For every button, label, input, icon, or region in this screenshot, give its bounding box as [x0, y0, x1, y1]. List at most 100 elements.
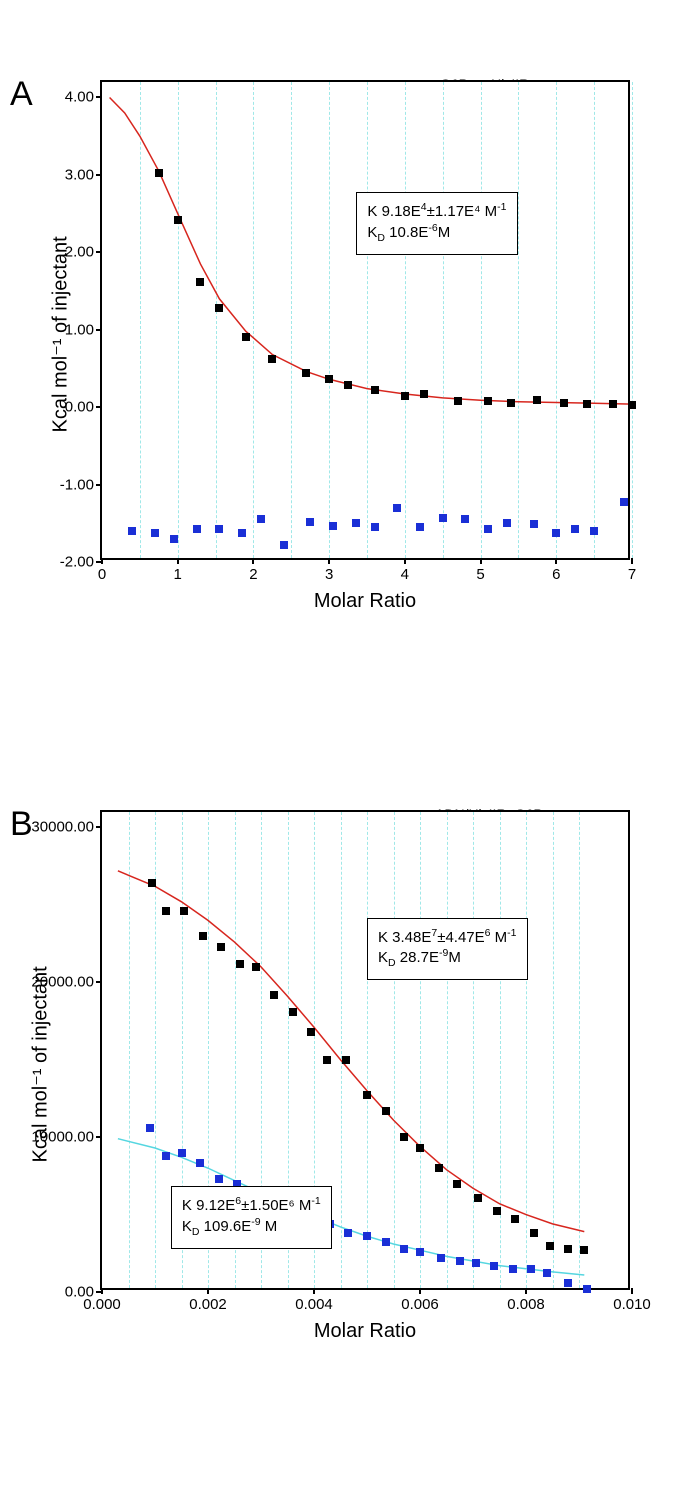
data-marker — [583, 400, 591, 408]
data-marker — [472, 1259, 480, 1267]
data-marker — [533, 396, 541, 404]
data-marker — [527, 1265, 535, 1273]
data-marker — [180, 907, 188, 915]
data-marker — [199, 932, 207, 940]
data-marker — [242, 333, 250, 341]
data-marker — [217, 943, 225, 951]
data-marker — [170, 535, 178, 543]
data-marker — [162, 1152, 170, 1160]
panel-b-chart: Kcal mol⁻¹ of injectant 0.0010000.002000… — [100, 810, 671, 1343]
data-marker — [155, 169, 163, 177]
data-marker — [509, 1265, 517, 1273]
data-marker — [146, 1124, 154, 1132]
data-marker — [352, 519, 360, 527]
data-marker — [162, 907, 170, 915]
data-marker — [435, 1164, 443, 1172]
data-marker — [580, 1246, 588, 1254]
data-marker — [503, 519, 511, 527]
data-marker — [344, 1229, 352, 1237]
data-marker — [196, 278, 204, 286]
data-marker — [302, 369, 310, 377]
data-marker — [363, 1232, 371, 1240]
data-marker — [323, 1056, 331, 1064]
data-marker — [560, 399, 568, 407]
data-marker — [393, 504, 401, 512]
data-marker — [128, 527, 136, 535]
data-marker — [252, 963, 260, 971]
data-marker — [609, 400, 617, 408]
data-marker — [306, 518, 314, 526]
data-marker — [236, 960, 244, 968]
data-marker — [564, 1279, 572, 1287]
data-marker — [344, 381, 352, 389]
data-marker — [193, 525, 201, 533]
data-marker — [546, 1242, 554, 1250]
data-marker — [382, 1238, 390, 1246]
data-marker — [420, 390, 428, 398]
data-marker — [280, 541, 288, 549]
param-box: K 9.18E4±1.17E⁴ M-1KD 10.8E-6M — [356, 192, 517, 254]
data-marker — [401, 392, 409, 400]
data-marker — [215, 1175, 223, 1183]
panel-b: B ADN/HlyIIR+G6PADN/HlyIIR+arabData fit … — [10, 810, 671, 1470]
panel-a-xlabel: Molar Ratio — [100, 590, 630, 613]
data-marker — [507, 399, 515, 407]
data-marker — [342, 1056, 350, 1064]
panel-a-label: A — [10, 75, 33, 114]
data-marker — [583, 1285, 591, 1293]
data-marker — [490, 1262, 498, 1270]
data-marker — [416, 523, 424, 531]
data-marker — [371, 523, 379, 531]
data-marker — [552, 529, 560, 537]
data-marker — [416, 1248, 424, 1256]
data-marker — [215, 525, 223, 533]
data-marker — [456, 1257, 464, 1265]
data-marker — [474, 1194, 482, 1202]
data-marker — [215, 304, 223, 312]
data-marker — [453, 1180, 461, 1188]
panel-a: A G6P on HlyIIRData fitArabinose on HlyI… — [10, 80, 671, 720]
data-marker — [590, 527, 598, 535]
panel-a-chart: Kcal mol⁻¹ of injectant -2.00-1.000.001.… — [100, 80, 671, 613]
data-marker — [454, 397, 462, 405]
data-marker — [268, 355, 276, 363]
data-marker — [325, 375, 333, 383]
y-tick-label: 20000.00 — [31, 974, 102, 991]
data-marker — [439, 514, 447, 522]
data-marker — [530, 1229, 538, 1237]
data-marker — [329, 522, 337, 530]
y-tick-label: 10000.00 — [31, 1129, 102, 1146]
data-marker — [178, 1149, 186, 1157]
panel-b-label: B — [10, 805, 33, 844]
param-box: K 3.48E7±4.47E6 M-1KD 28.7E-9M — [367, 918, 528, 980]
data-marker — [628, 401, 636, 409]
data-marker — [564, 1245, 572, 1253]
data-marker — [151, 529, 159, 537]
data-marker — [382, 1107, 390, 1115]
data-marker — [196, 1159, 204, 1167]
y-tick-label: 30000.00 — [31, 819, 102, 836]
data-marker — [238, 529, 246, 537]
data-marker — [530, 520, 538, 528]
data-marker — [571, 525, 579, 533]
data-marker — [400, 1245, 408, 1253]
data-marker — [620, 498, 628, 506]
data-marker — [400, 1133, 408, 1141]
data-marker — [543, 1269, 551, 1277]
data-marker — [511, 1215, 519, 1223]
data-marker — [416, 1144, 424, 1152]
data-marker — [174, 216, 182, 224]
panel-b-plot: 0.0010000.0020000.0030000.000.0000.0020.… — [100, 810, 630, 1290]
data-marker — [148, 879, 156, 887]
panel-b-xlabel: Molar Ratio — [100, 1320, 630, 1343]
data-marker — [437, 1254, 445, 1262]
data-marker — [484, 397, 492, 405]
data-marker — [289, 1008, 297, 1016]
data-marker — [307, 1028, 315, 1036]
data-marker — [257, 515, 265, 523]
data-marker — [363, 1091, 371, 1099]
data-marker — [371, 386, 379, 394]
fit-line — [102, 82, 632, 562]
param-box: K 9.12E6±1.50E⁶ M-1KD 109.6E-9 M — [171, 1186, 332, 1248]
panel-a-plot: -2.00-1.000.001.002.003.004.0001234567K … — [100, 80, 630, 560]
